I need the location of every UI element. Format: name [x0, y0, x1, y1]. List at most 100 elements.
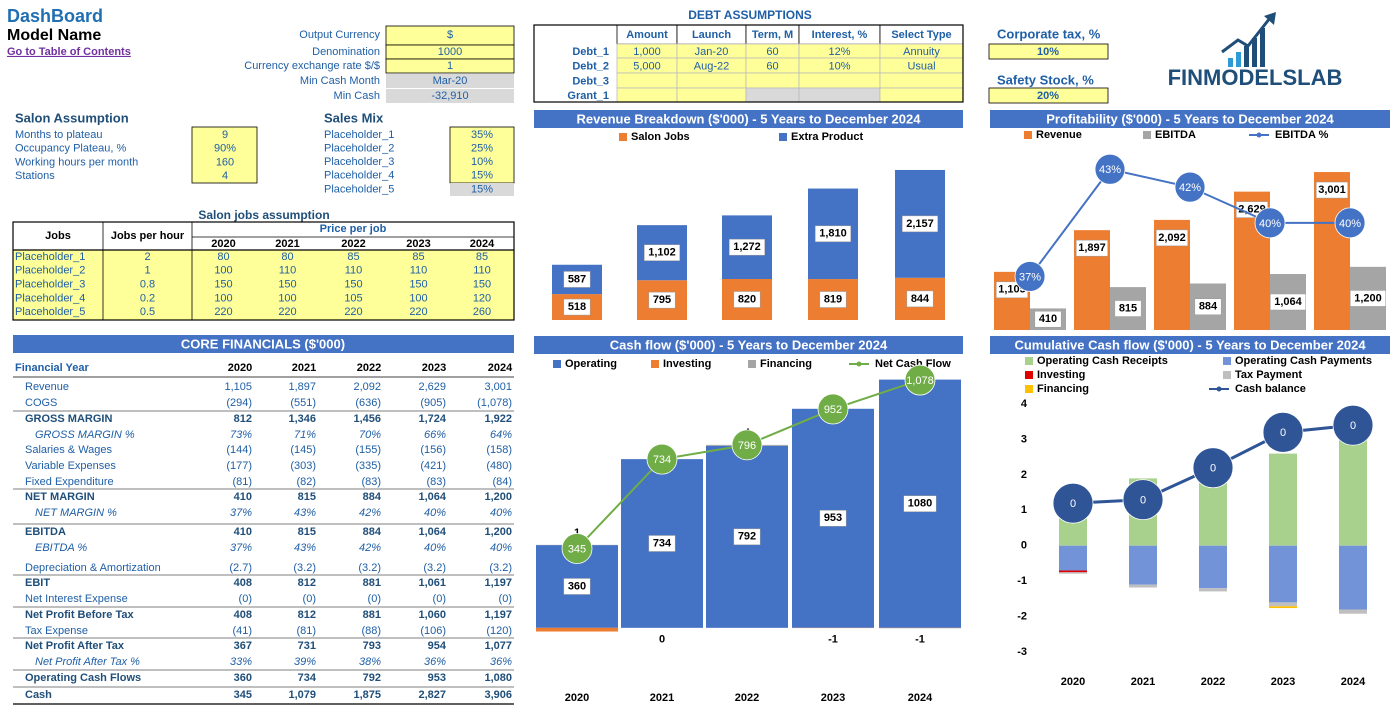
- x-tick-label: 2021: [1131, 676, 1155, 688]
- logo-arrow: [1221, 17, 1272, 54]
- row-value: 3,001: [484, 381, 512, 393]
- y-tick-label: -3: [1017, 646, 1027, 658]
- row-value: (3.2): [358, 562, 381, 574]
- table-cell: 100: [278, 292, 296, 304]
- debt-cell: Annuity: [903, 46, 940, 58]
- row-value: 1,346: [288, 413, 316, 425]
- bar: [1269, 602, 1297, 607]
- legend-swatch: [1025, 385, 1033, 393]
- table-cell: 0.5: [140, 306, 155, 318]
- row-label: Net Profit After Tax: [25, 640, 125, 652]
- setting-value: $: [447, 29, 453, 41]
- row-label: Depreciation & Amortization: [25, 562, 161, 574]
- label-box: [1349, 290, 1387, 307]
- legend-label: Investing: [663, 358, 711, 370]
- row-label: NET MARGIN %: [35, 507, 117, 519]
- row-value: 1,064: [418, 526, 446, 538]
- row-label: Variable Expenses: [25, 460, 116, 472]
- toc-link[interactable]: Go to Table of Contents: [7, 46, 131, 58]
- row-value: (0): [433, 593, 446, 605]
- data-label: 3,001: [1318, 184, 1346, 196]
- tax-value: 20%: [1037, 90, 1059, 102]
- bar: [1269, 545, 1297, 603]
- bar: [1339, 545, 1367, 610]
- setting-label: Min Cash: [334, 90, 380, 102]
- logo-bar: [1228, 58, 1233, 67]
- table-cell: 2: [144, 251, 150, 263]
- bar: [1339, 439, 1367, 546]
- debt-row-label: Debt_1: [572, 46, 609, 58]
- data-label: 587: [568, 273, 586, 285]
- table-cell: 85: [347, 251, 359, 263]
- point: [817, 393, 849, 425]
- row-label: Operating Cash Flows: [25, 672, 141, 684]
- row-label: COGS: [25, 397, 57, 409]
- table-header: 2024: [488, 362, 513, 374]
- cell: [616, 87, 678, 103]
- row-value: 1,077: [484, 640, 512, 652]
- table-cell: 85: [476, 251, 488, 263]
- label-box: [819, 510, 847, 527]
- table-body: [13, 250, 514, 320]
- setting-label: Min Cash Month: [300, 75, 380, 87]
- label-box: [1155, 229, 1189, 247]
- y-tick-label: -1: [1017, 575, 1027, 587]
- row-value: 1,080: [484, 672, 512, 684]
- row-label: Revenue: [25, 381, 69, 393]
- row-value: 792: [363, 672, 381, 684]
- legend-label: EBITDA: [1155, 129, 1196, 141]
- debt-border: [533, 24, 964, 103]
- table-header: Jobs: [45, 230, 71, 242]
- row-value: 1,200: [484, 526, 512, 538]
- x-tick-label: 2020: [565, 692, 589, 704]
- bar: [1059, 545, 1087, 571]
- data-label: 884: [1199, 301, 1218, 313]
- data-label: 820: [738, 293, 756, 305]
- row-value: 2,827: [418, 689, 446, 701]
- label-box: [1114, 300, 1142, 317]
- row-value: 881: [363, 577, 381, 589]
- table-cell: Placeholder_4: [15, 292, 85, 304]
- bar: [1129, 545, 1157, 585]
- chart-title-bar: [534, 110, 963, 128]
- debt-cell: 60: [766, 46, 778, 58]
- debt-cell: 1,000: [633, 46, 661, 58]
- label-box: [814, 225, 852, 243]
- assumption-label: Occupancy Plateau, %: [15, 143, 127, 155]
- row-value: (156): [420, 444, 446, 456]
- row-value: (81): [232, 476, 252, 488]
- bar: [1199, 545, 1227, 589]
- row-value: (0): [303, 593, 316, 605]
- x-tick-label: 2023: [1271, 676, 1295, 688]
- x-tick-label: 2024: [1341, 676, 1366, 688]
- row-value: (155): [355, 444, 381, 456]
- data-label: 819: [824, 293, 842, 305]
- chart-title-bar: [534, 336, 963, 354]
- point: [1332, 404, 1374, 446]
- bar: [1059, 570, 1087, 573]
- legend-swatch: [553, 360, 561, 368]
- table-cell: 0.2: [140, 292, 155, 304]
- data-label: 0: [1070, 498, 1076, 510]
- row-value: 36%: [424, 656, 446, 668]
- assumption-value: 90%: [214, 143, 236, 155]
- table-cell: 150: [473, 279, 491, 291]
- row-value: 40%: [490, 542, 512, 554]
- debt-cell: 5,000: [633, 60, 661, 72]
- row-value: (0): [499, 593, 512, 605]
- table-title: Salon jobs assumption: [198, 208, 329, 222]
- row-value: 1,105: [224, 381, 252, 393]
- legend-swatch: [779, 133, 787, 141]
- label-box: [733, 528, 761, 546]
- row-value: (3.2): [293, 562, 316, 574]
- data-label: 1,200: [1354, 292, 1382, 304]
- y-tick-label: 2: [1021, 469, 1027, 481]
- row-value: 33%: [230, 656, 252, 668]
- data-label: 952: [824, 404, 842, 416]
- mix-label: Placeholder_2: [324, 143, 394, 155]
- row-value: 815: [298, 526, 316, 538]
- row-value: 954: [428, 640, 447, 652]
- row-value: (1,078): [477, 397, 512, 409]
- mix-value: 15%: [471, 183, 493, 195]
- debt-cell: 12%: [828, 46, 850, 58]
